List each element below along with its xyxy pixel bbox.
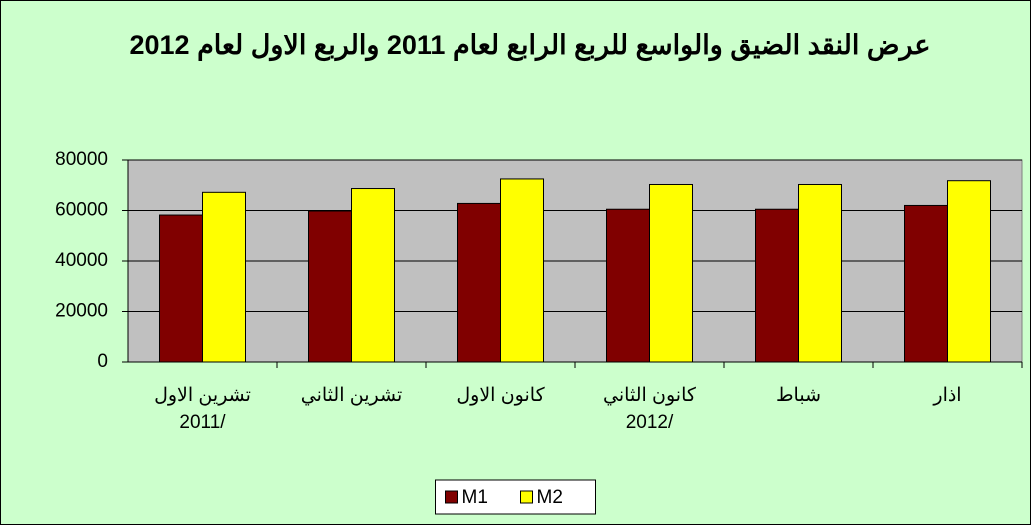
- bar: [308, 210, 352, 363]
- bar: [159, 214, 203, 363]
- y-tick-label: 80000: [55, 149, 108, 170]
- bar: [649, 183, 693, 363]
- legend-box: [435, 479, 596, 515]
- bar: [500, 178, 544, 363]
- y-tick-label: 60000: [55, 200, 108, 221]
- x-tick-label: كانون الثاني 2012/: [603, 385, 696, 433]
- bar: [904, 204, 948, 363]
- bar: [798, 183, 842, 363]
- bar: [351, 188, 395, 363]
- legend-label: M1: [462, 487, 488, 508]
- bar: [947, 180, 991, 363]
- chart-title: عرض النقد الضيق والواسع للربع الرابع لعا…: [129, 30, 931, 60]
- x-tick-label: شباط: [775, 385, 821, 406]
- bar: [606, 208, 650, 363]
- bar: [457, 202, 501, 363]
- y-tick-label: 20000: [55, 301, 108, 322]
- bar: [202, 191, 246, 363]
- legend-swatch: [520, 490, 533, 504]
- legend-label: M2: [537, 487, 563, 508]
- x-tick-label: تشرين الثاني: [300, 385, 403, 406]
- legend-swatch: [445, 490, 458, 504]
- x-tick-label: اذار: [933, 385, 962, 406]
- bar: [755, 208, 799, 363]
- x-tick-label: كانون الاول: [456, 385, 545, 406]
- y-tick-label: 0: [97, 351, 108, 372]
- x-tick-label: تشرين الاول 2011/: [154, 385, 251, 433]
- y-tick-label: 40000: [55, 250, 108, 271]
